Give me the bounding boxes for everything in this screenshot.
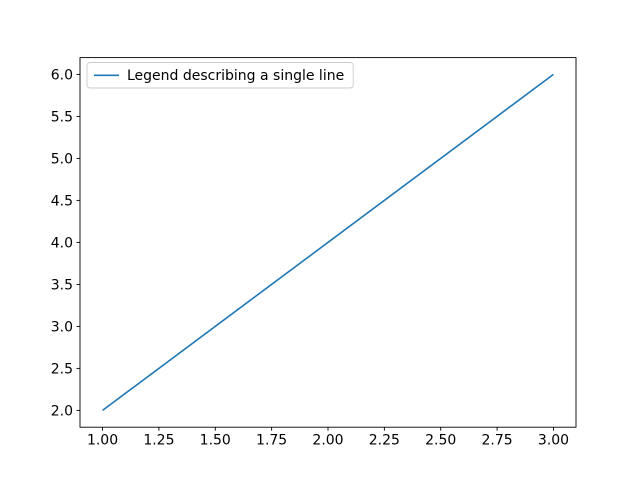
- x-tick-label: 2.00: [312, 433, 343, 449]
- y-tick-label: 3.0: [51, 319, 73, 335]
- data-line: [102, 73, 554, 412]
- x-tick-label: 1.50: [200, 433, 231, 449]
- x-tick-label: 2.50: [425, 433, 456, 449]
- legend-box: [86, 62, 354, 89]
- y-tick-label: 4.0: [51, 235, 73, 251]
- x-tick-label: 1.00: [87, 433, 118, 449]
- y-tick-label: 4.5: [51, 193, 73, 209]
- axes-frame: [79, 57, 577, 428]
- y-tick-label: 3.5: [51, 277, 73, 293]
- legend: Legend describing a single line: [86, 62, 354, 89]
- y-tick-label: 5.5: [51, 109, 73, 125]
- y-tick-label: 2.5: [51, 361, 73, 377]
- x-tick-label: 3.00: [538, 433, 569, 449]
- series-group: [102, 73, 554, 412]
- y-axis-ticks: 2.0 2.5 3.0 3.5 4.0 4.5 5.0 5.5 6.0: [51, 67, 80, 419]
- x-tick-label: 1.25: [143, 433, 174, 449]
- x-tick-label: 2.75: [482, 433, 513, 449]
- y-tick-label: 2.0: [51, 403, 73, 419]
- x-tick-label: 1.75: [256, 433, 287, 449]
- x-tick-label: 2.25: [369, 433, 400, 449]
- y-tick-label: 5.0: [51, 151, 73, 167]
- x-axis-ticks: 1.00 1.25 1.50 1.75 2.00 2.25 2.50 2.75 3.00: [87, 427, 569, 449]
- legend-label: Legend describing a single line: [127, 68, 344, 84]
- y-tick-label: 6.0: [51, 67, 73, 83]
